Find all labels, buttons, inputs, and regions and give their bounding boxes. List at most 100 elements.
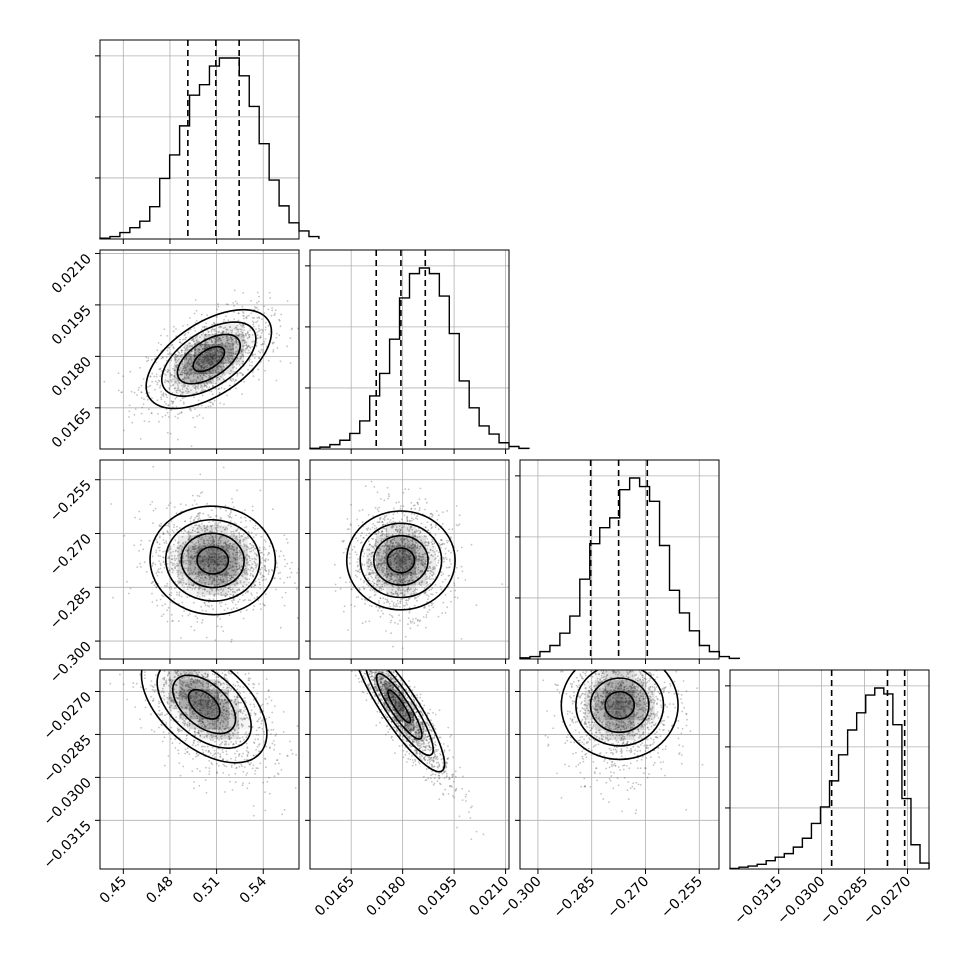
scatter-point [448,550,450,552]
scatter-point [235,781,237,783]
scatter-point [383,602,385,604]
scatter-point [457,550,459,552]
scatter-point [231,517,233,519]
scatter-point [148,408,150,410]
scatter-point [398,501,400,503]
scatter-point [391,601,393,603]
scatter-point [339,577,341,579]
scatter-point [387,518,389,520]
scatter-point [189,408,191,410]
scatter-point [194,313,196,315]
scatter-point [159,550,161,552]
scatter-point [129,405,131,407]
scatter-point [243,381,245,383]
scatter-point [377,610,379,612]
scatter-point [364,553,366,555]
scatter-point [170,385,172,387]
scatter-point [176,526,178,528]
scatter-point [420,488,422,490]
scatter-point [387,487,389,489]
scatter-point [356,519,358,521]
scatter-point [263,547,265,549]
scatter-point [350,604,352,606]
scatter-point [427,584,429,586]
density-cell [396,525,406,535]
density-cell [178,575,188,585]
scatter-point [255,321,257,323]
scatter-point [177,413,179,415]
scatter-point [283,582,285,584]
scatter-point [253,536,255,538]
scatter-point [461,566,463,568]
scatter-point [287,300,289,302]
scatter-point [279,555,281,557]
scatter-point [159,387,161,389]
scatter-point [258,328,260,330]
scatter-point [386,515,388,517]
scatter-point [180,400,182,402]
scatter-point [201,523,203,525]
scatter-point [154,584,156,586]
scatter-point [151,373,153,375]
scatter-point [360,578,362,580]
scatter-point [421,523,423,525]
scatter-point [276,380,278,382]
scatter-point [163,392,165,394]
scatter-point [252,317,254,319]
density-cell [164,374,174,384]
scatter-point [404,515,406,517]
scatter-point [363,537,365,539]
scatter-point [431,578,433,580]
scatter-point [155,508,157,510]
scatter-point [390,519,392,521]
scatter-point [401,518,403,520]
scatter-point [424,509,426,511]
scatter-point [450,552,452,554]
scatter-point [359,572,361,574]
scatter-point [354,605,356,607]
scatter-point [131,391,133,393]
scatter-point [450,590,452,592]
density-cell [248,565,258,575]
scatter-point [410,502,412,504]
density-cell [214,344,224,354]
density-cell [188,555,198,565]
scatter-point [373,486,375,488]
scatter-point [196,515,198,517]
scatter-point [268,553,270,555]
scatter-point [151,582,153,584]
scatter-point [276,566,278,568]
scatter-point [263,343,265,345]
scatter-point [256,317,258,319]
scatter-point [286,345,288,347]
scatter-point [406,520,408,522]
scatter-point [189,613,191,615]
scatter-point [134,414,136,416]
scatter-point [277,347,279,349]
scatter-point [392,646,394,648]
scatter-point [406,599,408,601]
scatter-point [158,380,160,382]
scatter-point [163,613,165,615]
scatter-point [361,598,363,600]
scatter-point [212,520,214,522]
scatter-point [173,524,175,526]
scatter-point [240,521,242,523]
scatter-point [196,310,198,312]
scatter-point [402,512,404,514]
scatter-point [178,593,180,595]
scatter-point [157,413,159,415]
density-cell [406,545,416,555]
scatter-point [436,510,438,512]
scatter-point [268,333,270,335]
scatter-point [426,576,428,578]
scatter-point [263,306,265,308]
scatter-point [158,568,160,570]
scatter-point [185,337,187,339]
scatter-point [403,505,405,507]
scatter-point [258,357,260,359]
scatter-point [213,598,215,600]
scatter-point [267,554,269,556]
scatter-point [196,503,198,505]
scatter-point [217,625,219,627]
